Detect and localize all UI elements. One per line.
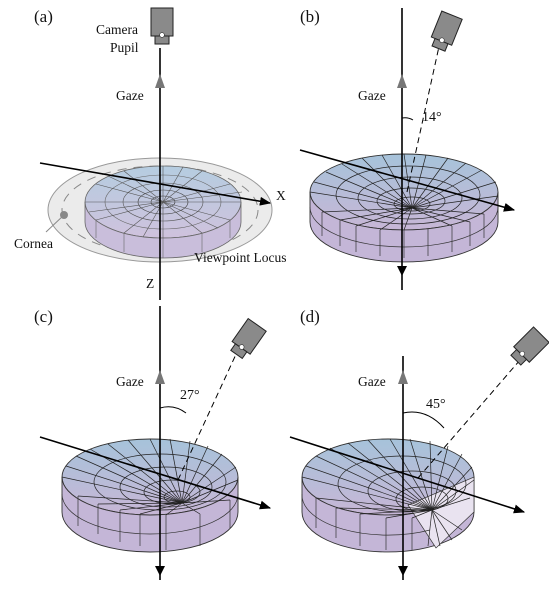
pupil-dot-a <box>159 32 165 38</box>
z-axis-label: Z <box>146 276 154 291</box>
cornea-label: Cornea <box>14 236 53 251</box>
gaze-label-c: Gaze <box>116 374 144 389</box>
gaze-label-b: Gaze <box>358 88 386 103</box>
corneal-surface-b <box>309 153 499 263</box>
camera-b <box>430 10 463 52</box>
panel-a-letter: (a) <box>34 7 53 26</box>
z-arrow-d <box>398 566 408 576</box>
camera-ray-d <box>417 359 521 479</box>
viewpoint-locus-label: Viewpoint Locus <box>194 250 287 265</box>
camera-a <box>150 7 174 45</box>
panel-c: (c) <box>34 306 272 580</box>
panel-c-letter: (c) <box>34 307 53 326</box>
gaze-arrow-c <box>155 370 165 384</box>
x-axis-b <box>299 149 516 212</box>
angle-label-c: 27° <box>180 388 200 403</box>
camera-c <box>230 317 267 360</box>
z-arrow-b <box>397 266 407 276</box>
panel-a: (a) <box>14 7 287 300</box>
panel-d-letter: (d) <box>300 307 320 326</box>
x-axis-a <box>39 162 272 206</box>
corneal-surface-c <box>61 438 239 553</box>
x-axis-d <box>289 436 526 514</box>
camera-d <box>510 326 549 366</box>
corneal-surface-a <box>84 165 243 259</box>
angle-label-b: 14° <box>422 110 442 125</box>
gaze-arrow-a <box>155 74 165 88</box>
panel-d: (d) <box>289 307 549 580</box>
panel-b: (b) <box>299 7 516 290</box>
gaze-label-d: Gaze <box>358 374 386 389</box>
angle-arc-c <box>159 406 187 414</box>
gaze-arrow-d <box>398 370 408 384</box>
corneal-surface-d <box>301 438 475 553</box>
gaze-arrow-b <box>397 74 407 88</box>
cornea-leader <box>45 214 65 233</box>
camera-ray-c <box>177 349 239 481</box>
x-axis-c <box>39 436 272 510</box>
camera-ray-b <box>406 41 441 193</box>
camera-label: Camera <box>96 22 138 37</box>
gaze-label-a: Gaze <box>116 88 144 103</box>
panel-b-letter: (b) <box>300 7 320 26</box>
angle-label-d: 45° <box>426 397 446 412</box>
x-axis-label: X <box>276 188 286 203</box>
angle-arc-d <box>402 411 445 429</box>
pupil-label: Pupil <box>110 40 139 55</box>
z-arrow-c <box>155 566 165 576</box>
angle-arc-b <box>401 117 414 121</box>
